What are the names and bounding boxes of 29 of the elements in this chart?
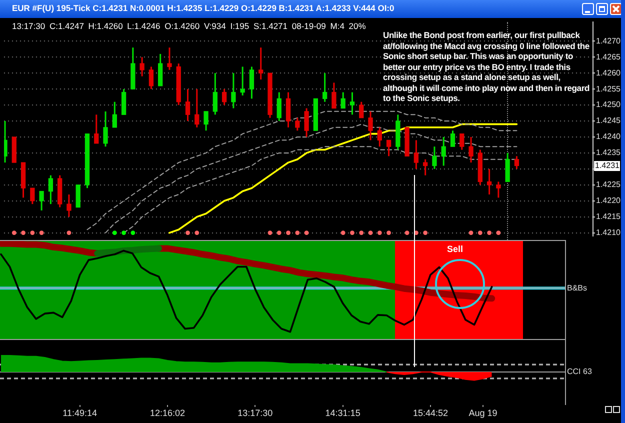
y-tick-label: 1.4215 [596, 212, 622, 222]
y-tick-label: 1.4270 [596, 36, 622, 46]
x-tick-label: 14:31:15 [325, 408, 360, 418]
chart-title: EUR #F(U) 195-Tick C:1.4231 N:0.0001 H:1.4235 L:1.4229 O:1.4229 B:1.4231 A:1.4233 V:444 OI:0 [12, 3, 394, 14]
candlestick [12, 136, 16, 163]
x-tick-label: Aug 19 [468, 408, 498, 418]
x-tick-label: 13:17:30 [238, 408, 273, 418]
y-tick-label: 1.4265 [596, 52, 622, 62]
candlestick [313, 98, 318, 132]
chart-subtitle: 13:17:30 C:1.4247 H:1.4260 L:1.4246 O:1.4260 V:934 I:195 S:1.4271 08-19-09 M:4 20% [12, 21, 366, 31]
x-tick-label: 15:44:52 [412, 408, 448, 418]
y-tick-label: 1.4210 [596, 228, 622, 238]
y-tick-label: 1.4250 [596, 100, 622, 110]
x-tick-label: 12:16:02 [150, 408, 186, 418]
y-tick-label: 1.4220 [596, 196, 622, 206]
y-axis-title: B&Bs [567, 283, 588, 292]
y-tick-label: 1.4260 [596, 68, 622, 78]
candlestick [76, 184, 80, 208]
x-tick-label: 11:49:14 [62, 408, 98, 418]
candlestick [404, 126, 410, 157]
text: 1.4231 [594, 161, 620, 171]
annotation: Sell [447, 244, 464, 255]
y-tick-label: 1.4255 [596, 84, 622, 94]
y-tick-label: 1.4225 [596, 180, 622, 190]
annotation: Unlike the Bond post from earlier, our first pullback at/following the Macd avg crossing 0 line followed the Sonic short setup bar. This was an opportunity to better our entry price vs the BO entry. I trade this crossing setup as a stand alone setup as well, although it will come into play now and then in regard to the Sonic setups. [383, 30, 590, 104]
y-axis-title: CCI 63 [567, 367, 592, 376]
y-tick-label: 1.4235 [596, 148, 622, 158]
y-tick-label: 1.4245 [596, 116, 622, 126]
y-tick-label: 1.4240 [596, 132, 622, 142]
